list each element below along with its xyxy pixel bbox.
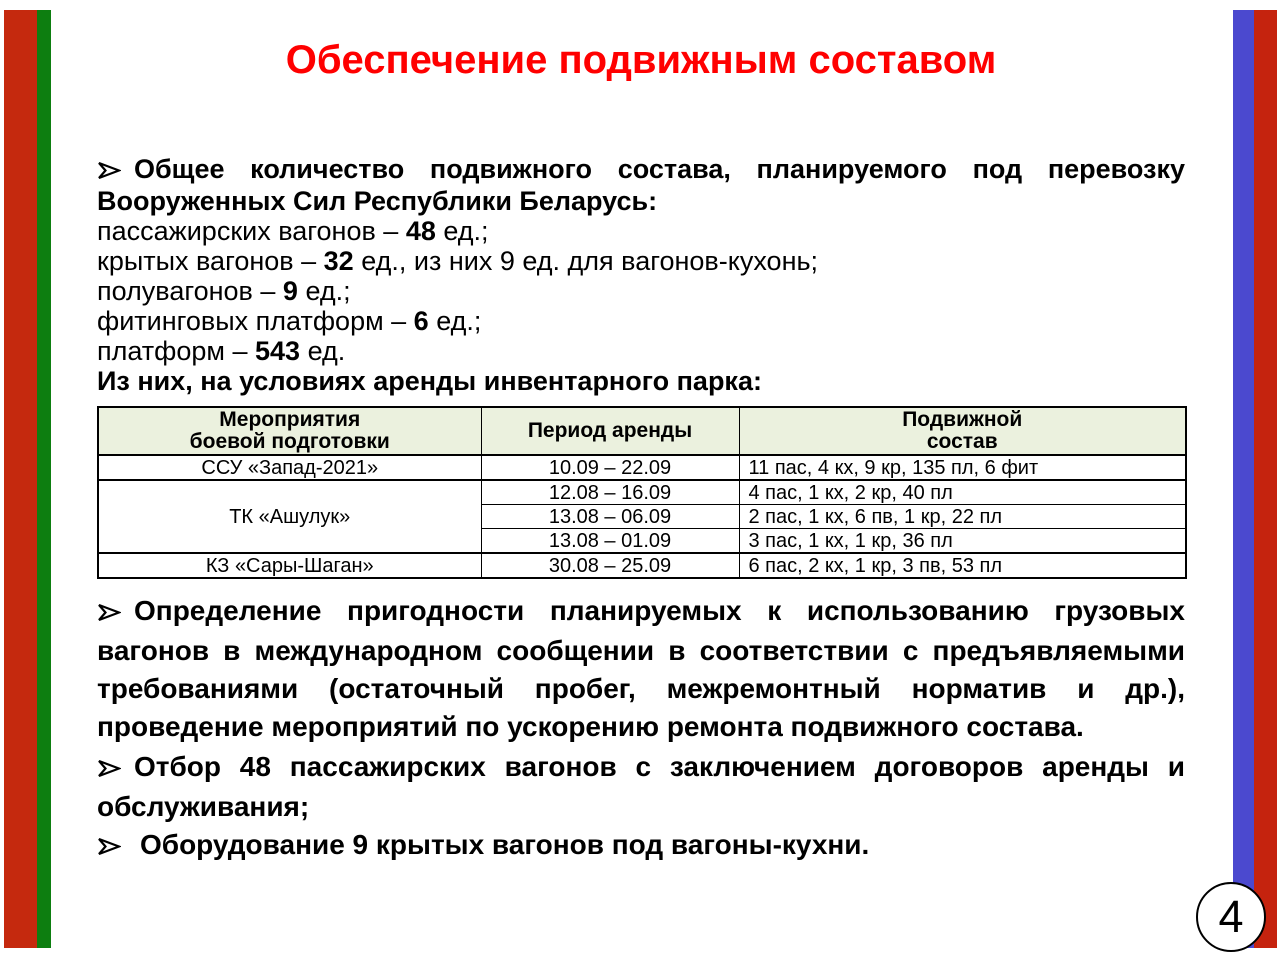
flag-stripe-left-red [4,10,37,948]
intro-line-value: 9 [282,276,298,306]
table-row: ТК «Ашулук» 12.08 – 16.09 4 пас, 1 кх, 2… [97,479,1187,554]
stock-cell: 4 пас, 1 кх, 2 кр, 40 пл [738,479,1187,505]
slide-title: Обеспечение подвижным составом [285,38,997,82]
intro-line-text: ед.; [428,306,482,336]
stock-cell: 3 пас, 1 кх, 1 кр, 36 пл [738,528,1187,554]
intro-line-text: ед.; [297,276,351,306]
bullet-text: Отбор 48 пассажирских вагонов с заключен… [97,751,1185,822]
bullet-text: Определение пригодности планируемых к ис… [97,595,1185,742]
column-header-event: Мероприятия боевой подготовки [97,406,482,456]
flag-stripe-right-blue [1233,10,1254,948]
page-number-badge: 4 [1196,882,1266,952]
period-cell: 13.08 – 06.09 [480,504,740,529]
bullet-item-selection: Отбор 48 пассажирских вагонов с заключен… [97,748,1185,826]
table-row: ССУ «Запад-2021» 10.09 – 22.09 11 пас, 4… [97,454,1187,481]
stock-cell: 11 пас, 4 кх, 9 кр, 135 пл, 6 фит [738,454,1187,481]
flag-stripe-right-red [1254,10,1277,948]
table-row: 13.08 – 01.09 3 пас, 1 кх, 1 кр, 36 пл [98,528,1187,554]
intro-line-value: 48 [405,216,436,246]
intro-line-text: полувагонов – [97,276,283,306]
period-cell: 30.08 – 25.09 [480,552,740,579]
period-cell: 10.09 – 22.09 [480,454,740,481]
flag-stripe-left-green [37,10,51,948]
bullet-item-suitability: Определение пригодности планируемых к ис… [97,592,1185,746]
intro-line-value: 32 [323,246,354,276]
intro-line-text: ед. [300,336,346,366]
intro-line: полувагонов – 9 ед.; [97,276,1185,306]
intro-line: платформ – 543 ед. [97,336,1185,366]
table-row: КЗ «Сары-Шаган» 30.08 – 25.09 6 пас, 2 к… [97,552,1187,579]
event-cell: ТК «Ашулук» [97,479,482,554]
intro-lead-text: Общее количество подвижного состава, пла… [97,154,1185,216]
stock-cell: 6 пас, 2 кх, 1 кр, 3 пв, 53 пл [738,552,1187,579]
intro-line: пассажирских вагонов – 48 ед.; [97,216,1185,246]
intro-block: Общее количество подвижного состава, пла… [97,154,1185,396]
intro-footer: Из них, на условиях аренды инвентарного … [97,366,762,396]
period-cell: 12.08 – 16.09 [480,479,740,505]
lease-table: Мероприятия боевой подготовки Период аре… [97,406,1187,579]
arrowhead-bullet-icon [97,156,123,186]
intro-line-text: ед.; [435,216,489,246]
intro-line-value: 543 [255,336,301,366]
intro-bullet-paragraph: Общее количество подвижного состава, пла… [97,154,1185,216]
period-cell: 13.08 – 01.09 [480,528,740,554]
table-header-row: Мероприятия боевой подготовки Период аре… [97,406,1187,456]
arrowhead-bullet-icon [97,828,123,866]
table-row: 13.08 – 06.09 2 пас, 1 кх, 6 пв, 1 кр, 2… [98,504,1187,529]
column-header-period: Период аренды [480,406,740,456]
bullet-text: Оборудование 9 крытых вагонов под вагоны… [140,829,870,860]
intro-line-text: фитинговых платформ – [97,306,414,336]
intro-line: фитинговых платформ – 6 ед.; [97,306,1185,336]
intro-line-value: 6 [413,306,429,336]
event-cell: КЗ «Сары-Шаган» [97,552,482,579]
intro-line-text: платформ – [97,336,255,366]
intro-line-text: крытых вагонов – [97,246,324,276]
intro-line-text: пассажирских вагонов – [97,216,406,246]
event-cell: ССУ «Запад-2021» [97,454,482,481]
page-number: 4 [1218,891,1244,942]
intro-line: крытых вагонов – 32 ед., из них 9 ед. дл… [97,246,1185,276]
stock-cell: 2 пас, 1 кх, 6 пв, 1 кр, 22 пл [738,504,1187,529]
column-header-stock: Подвижной состав [738,406,1187,456]
arrowhead-bullet-icon [97,594,123,632]
arrowhead-bullet-icon [97,750,123,788]
intro-line-text: ед., из них 9 ед. для вагонов-кухонь; [353,246,819,276]
bullet-item-equipment: Оборудование 9 крытых вагонов под вагоны… [97,826,1185,866]
